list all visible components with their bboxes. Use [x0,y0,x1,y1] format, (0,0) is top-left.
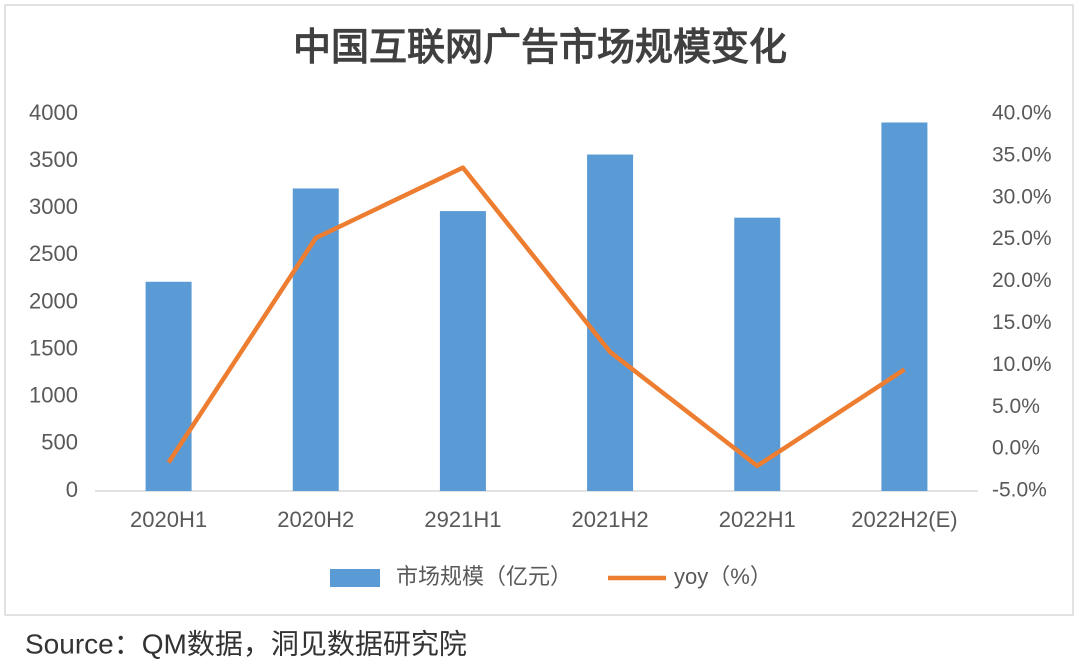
y2-tick-label: 10.0% [992,353,1052,376]
source-note: Source：QM数据，洞见数据研究院 [25,628,467,659]
y-tick-label: 2000 [29,288,78,313]
line [166,165,906,469]
y-tick-label: 500 [41,430,78,455]
y-tick-label: 1000 [29,383,78,408]
x-tick-label: 2022H1 [719,507,796,532]
y-tick-label: 3500 [29,147,78,172]
y-tick-label: 4000 [29,100,78,125]
x-tick-label: 2020H1 [130,507,207,532]
y-tick-label: 1500 [29,335,78,360]
y2-tick-label: 30.0% [992,185,1052,208]
bar [587,154,634,491]
y-tick-label: 2500 [29,241,78,266]
y2-tick-label: 15.0% [992,311,1052,334]
y2-tick-label: 35.0% [992,143,1052,166]
y2-tick-label: 20.0% [992,269,1052,292]
y2-tick-label: 25.0% [992,227,1052,250]
y2-tick-label: 5.0% [992,395,1040,418]
x-tick-label: 2020H2 [277,507,354,532]
bar [292,188,339,491]
x-tick-label: 2021H2 [572,507,649,532]
x-tick-label: 2022H2(E) [851,507,957,532]
x-tick-label: 2921H1 [424,507,501,532]
y2-tick-label: 0.0% [992,437,1040,460]
legend-swatch [330,569,380,587]
chart-title: 中国互联网广告市场规模变化 [293,27,787,69]
y-tick-label: 3000 [29,194,78,219]
bar [734,217,781,492]
legend-label: yoy（%） [674,564,772,589]
bar [145,281,192,491]
y2-tick-label: 40.0% [992,102,1052,125]
legend-label: 市场规模（亿元） [396,564,572,589]
bar [881,122,928,492]
bar [439,211,486,491]
y-tick-label: 0 [66,477,78,502]
y2-tick-label: -5.0% [992,479,1047,502]
